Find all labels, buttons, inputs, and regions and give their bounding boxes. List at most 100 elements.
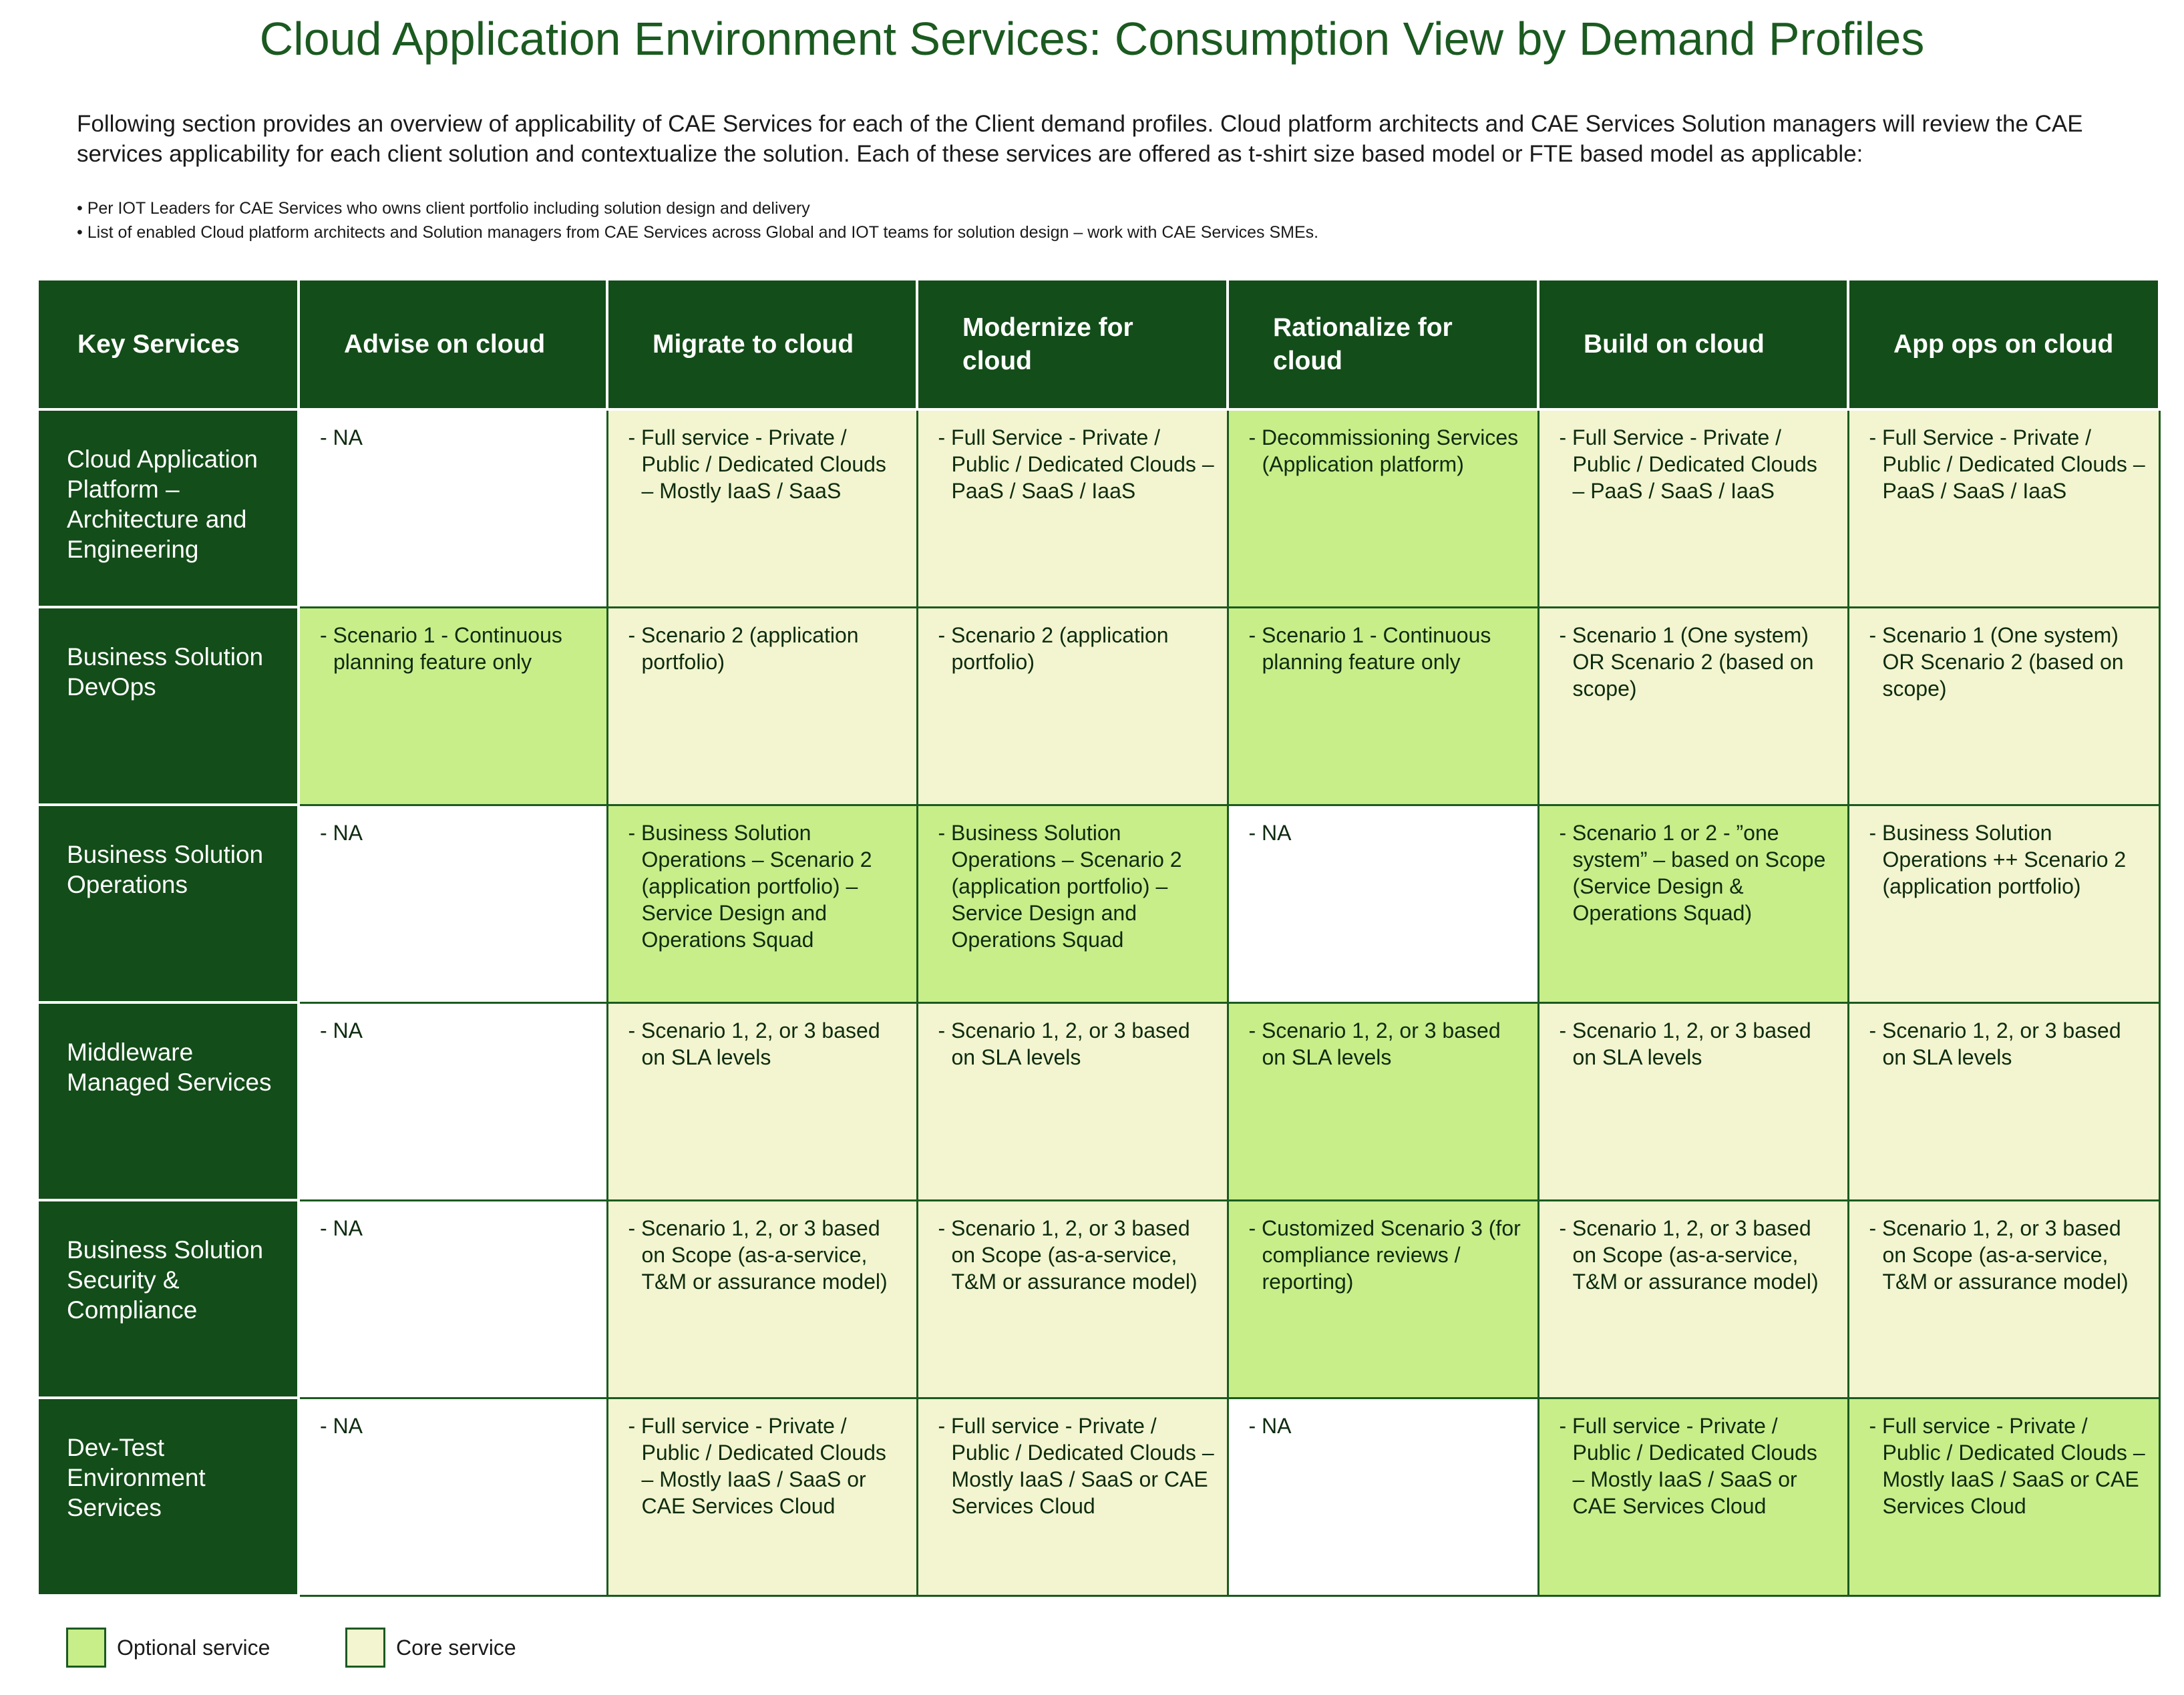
table-cell: - Scenario 1, 2, or 3 based on Scope (as… (1537, 1199, 1849, 1399)
cell-text: - Full service - Private / Public / Dedi… (628, 1413, 886, 1518)
cell-text: - Business Solution Operations ++ Scenar… (1869, 820, 2127, 898)
core-swatch (345, 1628, 385, 1668)
table-cell: - NA (1226, 803, 1539, 1004)
cell-text: - Decommissioning Services (Application … (1248, 425, 1519, 476)
core-label: Core service (396, 1635, 516, 1660)
table-cell: - Customized Scenario 3 (for compliance … (1226, 1199, 1539, 1399)
table-cell: - Business Solution Operations – Scenari… (606, 803, 918, 1004)
cell-text: - Scenario 1, 2, or 3 based on SLA level… (1248, 1018, 1501, 1069)
table-cell: - Scenario 1, 2, or 3 based on Scope (as… (606, 1199, 918, 1399)
table-cell: - Full service - Private / Public / Dedi… (606, 1396, 918, 1597)
table-cell: - Business Solution Operations ++ Scenar… (1847, 803, 2161, 1004)
cell-text: - Full Service - Private / Public / Dedi… (1559, 425, 1817, 503)
table-cell: - Scenario 1, 2, or 3 based on SLA level… (606, 1001, 918, 1201)
row-header-service: Middleware Managed Services (36, 1001, 300, 1201)
header-migrate-to-cloud: Migrate to cloud (606, 278, 918, 411)
cell-text: - NA (320, 1215, 363, 1240)
table-cell: - Scenario 1, 2, or 3 based on SLA level… (916, 1001, 1229, 1201)
table-header-row: Key Services Advise on cloud Migrate to … (36, 278, 2161, 411)
cell-text: - NA (320, 1413, 363, 1438)
cell-text: - Scenario 1 - Continuous planning featu… (320, 622, 562, 674)
table-cell: - Scenario 1, 2, or 3 based on Scope (as… (1847, 1199, 2161, 1399)
header-app-ops-on-cloud: App ops on cloud (1847, 278, 2161, 411)
cell-text: - Scenario 1 or 2 - ”one system” – based… (1559, 820, 1826, 925)
cell-text: - Full Service - Private / Public / Dedi… (1869, 425, 2145, 503)
table-cell: - NA (297, 1001, 608, 1201)
cell-text: - Scenario 1 (One system) OR Scenario 2 … (1869, 622, 2124, 701)
optional-label: Optional service (117, 1635, 270, 1660)
cell-text: - Business Solution Operations – Scenari… (628, 820, 872, 952)
cell-text: - Scenario 1, 2, or 3 based on Scope (as… (628, 1215, 888, 1294)
table-cell: - Full Service - Private / Public / Dedi… (1847, 408, 2161, 608)
row-header-service: Business Solution Security & Compliance (36, 1199, 300, 1399)
cell-text: - Customized Scenario 3 (for compliance … (1248, 1215, 1521, 1294)
cell-text: - Scenario 1, 2, or 3 based on Scope (as… (938, 1215, 1198, 1294)
cell-text: - Scenario 2 (application portfolio) (628, 622, 859, 674)
table-cell: - Scenario 1 (One system) OR Scenario 2 … (1847, 606, 2161, 806)
cell-text: - Full Service - Private / Public / Dedi… (938, 425, 1214, 503)
table-cell: - NA (1226, 1396, 1539, 1597)
header-key-services: Key Services (36, 278, 300, 411)
table-cell: - NA (297, 1199, 608, 1399)
bullet-item: • List of enabled Cloud platform archite… (77, 223, 1319, 242)
table-row: Dev-Test Environment Services - NA - Full … (36, 1396, 2161, 1597)
table-cell: - Scenario 1 or 2 - ”one system” – based… (1537, 803, 1849, 1004)
cell-text: - Full service - Private / Public / Dedi… (1869, 1413, 2145, 1518)
cell-text: - Scenario 1, 2, or 3 based on SLA level… (628, 1018, 880, 1069)
services-matrix-table: Key Services Advise on cloud Migrate to … (36, 278, 2161, 1597)
cell-text: - Business Solution Operations – Scenari… (938, 820, 1182, 952)
cell-text: - Full service - Private / Public / Dedi… (1559, 1413, 1817, 1518)
table-cell: - Full service - Private / Public / Dedi… (1537, 1396, 1849, 1597)
cell-text: - NA (1248, 820, 1292, 845)
table-cell: - NA (297, 1396, 608, 1597)
optional-swatch (66, 1628, 106, 1668)
bullet-item: • Per IOT Leaders for CAE Services who o… (77, 199, 810, 218)
table-row: Business Solution DevOps - Scenario 1 - C… (36, 606, 2161, 806)
table-cell: - Business Solution Operations – Scenari… (916, 803, 1229, 1004)
table-cell: - NA (297, 803, 608, 1004)
cell-text: - NA (320, 820, 363, 845)
cell-text: - Scenario 1, 2, or 3 based on SLA level… (1869, 1018, 2121, 1069)
row-header-service: Dev-Test Environment Services (36, 1396, 300, 1597)
table-cell: - Scenario 1, 2, or 3 based on Scope (as… (916, 1199, 1229, 1399)
table-row: Cloud Application Platform – Architectur… (36, 408, 2161, 608)
table-row: Business Solution Operations - NA - Busine… (36, 803, 2161, 1004)
row-header-service: Business Solution Operations (36, 803, 300, 1004)
table-cell: - Scenario 1, 2, or 3 based on SLA level… (1226, 1001, 1539, 1201)
cell-text: - Scenario 1 (One system) OR Scenario 2 … (1559, 622, 1814, 701)
header-modernize-for-cloud: Modernize for cloud (916, 278, 1229, 411)
page-title: Cloud Application Environment Services: … (259, 13, 1925, 65)
table-row: Business Solution Security & Compliance -… (36, 1199, 2161, 1399)
cell-text: - Full service - Private / Public / Dedi… (938, 1413, 1214, 1518)
table-cell: - Scenario 1, 2, or 3 based on SLA level… (1847, 1001, 2161, 1201)
table-cell: - Full service - Private / Public / Dedi… (606, 408, 918, 608)
intro-paragraph: Following section provides an overview o… (77, 111, 2083, 167)
table-cell: - Full Service - Private / Public / Dedi… (1537, 408, 1849, 608)
row-header-service: Cloud Application Platform – Architectur… (36, 408, 300, 608)
table-cell: - Scenario 2 (application portfolio) (916, 606, 1229, 806)
cell-text: - Scenario 1 - Continuous planning featu… (1248, 622, 1491, 674)
cell-text: - NA (320, 425, 363, 449)
table-cell: - Scenario 1, 2, or 3 based on SLA level… (1537, 1001, 1849, 1201)
cell-text: - Scenario 1, 2, or 3 based on Scope (as… (1559, 1215, 1819, 1294)
cell-text: - NA (320, 1018, 363, 1043)
legend-core: Core service (345, 1626, 516, 1669)
table-cell: - Decommissioning Services (Application … (1226, 408, 1539, 608)
cell-text: - Full service - Private / Public / Dedi… (628, 425, 886, 503)
table-cell: - Scenario 1 - Continuous planning featu… (297, 606, 608, 806)
header-advise-on-cloud: Advise on cloud (297, 278, 608, 411)
header-rationalize-for-cloud: Rationalize for cloud (1226, 278, 1539, 411)
table-cell: - Full service - Private / Public / Dedi… (916, 1396, 1229, 1597)
cell-text: - Scenario 1, 2, or 3 based on Scope (as… (1869, 1215, 2129, 1294)
cell-text: - Scenario 2 (application portfolio) (938, 622, 1169, 674)
header-build-on-cloud: Build on cloud (1537, 278, 1849, 411)
cell-text: - NA (1248, 1413, 1292, 1438)
row-header-service: Business Solution DevOps (36, 606, 300, 806)
legend-optional: Optional service (66, 1626, 270, 1669)
table-cell: - Scenario 1 - Continuous planning featu… (1226, 606, 1539, 806)
cell-text: - Scenario 1, 2, or 3 based on SLA level… (938, 1018, 1190, 1069)
table-cell: - Scenario 1 (One system) OR Scenario 2 … (1537, 606, 1849, 806)
table-cell: - NA (297, 408, 608, 608)
table-cell: - Full Service - Private / Public / Dedi… (916, 408, 1229, 608)
table-cell: - Full service - Private / Public / Dedi… (1847, 1396, 2161, 1597)
